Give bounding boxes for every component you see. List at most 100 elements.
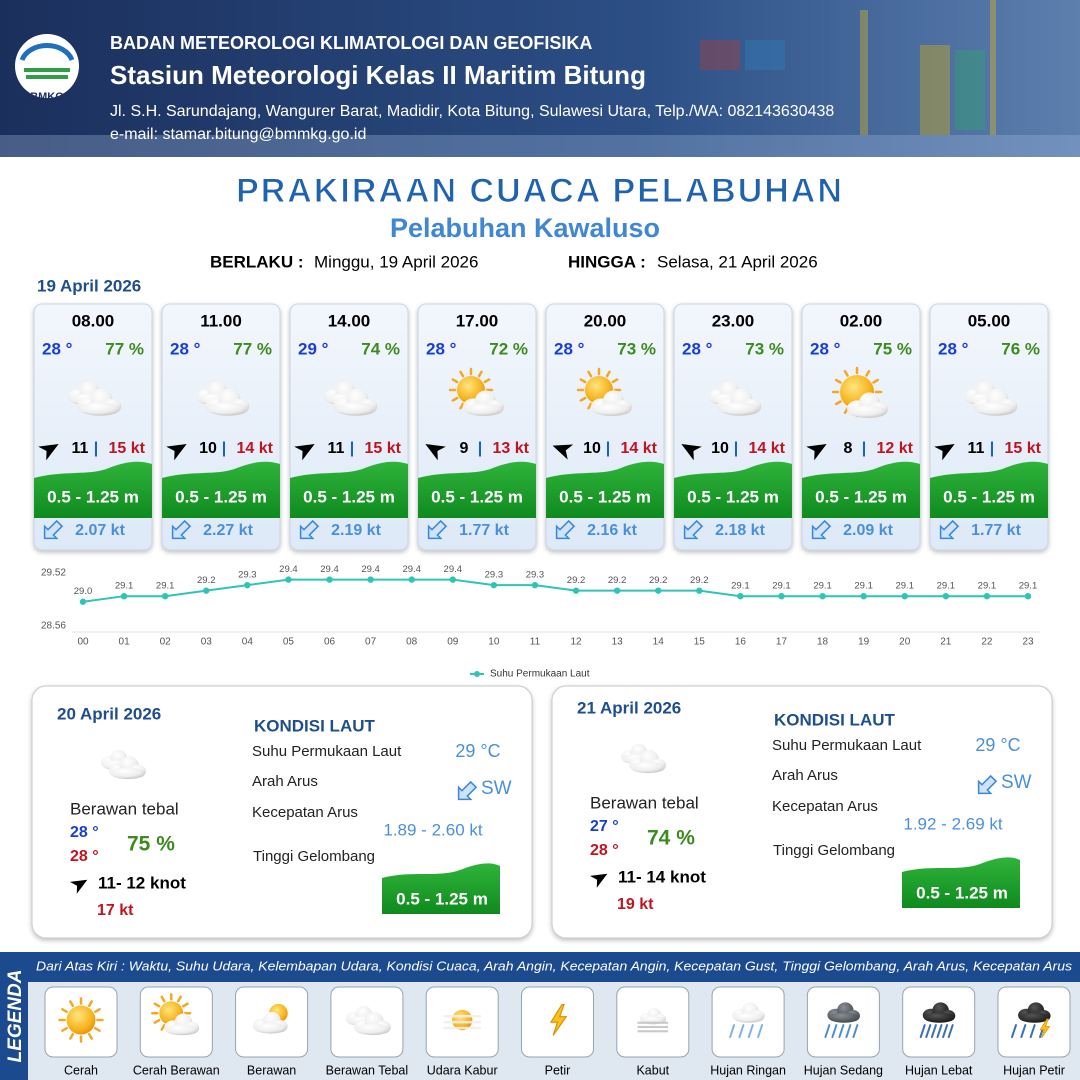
time: 05.00 (968, 311, 1011, 330)
sun-ray (93, 1026, 101, 1032)
sst-point (408, 576, 415, 583)
legend-item: Cerah (44, 986, 118, 1077)
x-tick-label: 10 (488, 637, 500, 648)
data-label: 29.1 (156, 581, 175, 592)
wave-label: Tinggi Gelombang (253, 848, 375, 865)
cloud-part (207, 402, 249, 416)
data-label: 29.4 (279, 564, 298, 575)
time: 20.00 (584, 311, 627, 330)
wave-shape (674, 461, 792, 518)
sun-disc (452, 1009, 473, 1031)
wave-shape (546, 461, 664, 518)
current-speed: 2.09 kt (843, 522, 893, 539)
legend-description: Dari Atas Kiri : Waktu, Suhu Udara, Kele… (36, 958, 1073, 973)
current-speed: 1.77 kt (459, 522, 509, 539)
legend-label: Hujan Lebat (905, 1063, 973, 1077)
rain-drop (919, 1024, 926, 1039)
rain-drop (852, 1024, 859, 1039)
cloud-part (924, 1012, 955, 1023)
cloud (164, 1013, 200, 1036)
temp-min: 27 ° (590, 818, 619, 835)
current-direction (811, 519, 832, 540)
wave-shape (162, 461, 280, 518)
data-label: 29.1 (854, 581, 873, 592)
address: Jl. S.H. Sarundajang, Wangurer Barat, Ma… (110, 103, 834, 120)
air-temperature: 28 ° (682, 339, 713, 358)
gust: 15 kt (1005, 440, 1042, 457)
sst-point (79, 598, 87, 605)
wind-direction (166, 444, 187, 461)
logo-text: BMKG (30, 91, 64, 103)
legend-item: Berawan Tebal (326, 986, 408, 1077)
condition: Berawan tebal (70, 799, 179, 818)
air-temperature: 28 ° (938, 339, 969, 358)
humidity: 73 % (745, 339, 784, 358)
wave-height: 0.5 - 1.25 m (815, 487, 907, 506)
today-date: 19 April 2026 (37, 276, 141, 295)
title: PRAKIRAAN CUACA PELABUHAN (236, 172, 844, 210)
sun-ray (459, 370, 465, 378)
current-direction (171, 519, 192, 540)
data-label: 29.4 (444, 564, 463, 575)
time: 23.00 (712, 311, 755, 330)
air-temperature: 28 ° (426, 339, 457, 358)
current-speed: 1.92 - 2.69 kt (903, 814, 1003, 833)
air-temperature: 28 ° (42, 339, 73, 358)
cloud (77, 388, 122, 416)
wind-direction (934, 444, 955, 461)
forecast-card: 20.00 28 ° 73 % 10 | 14 kt 0.5 - 1.25 m 2.16 kt (545, 303, 665, 551)
sst-point (244, 581, 251, 589)
sea-title: KONDISI LAUT (254, 716, 376, 735)
current-speed: 2.19 kt (331, 522, 381, 539)
sun-ray (61, 1026, 69, 1032)
data-label: 29.1 (772, 581, 791, 592)
data-label: 29.2 (197, 575, 216, 586)
rain-drop (729, 1024, 736, 1039)
sun-ray (87, 1032, 93, 1040)
separator: | (478, 440, 482, 457)
current-direction (683, 519, 704, 540)
wind-direction (589, 873, 608, 888)
humidity: 75 % (873, 339, 912, 358)
air-temperature: 29 ° (298, 339, 329, 358)
sun-ray (477, 370, 483, 378)
sst-point (1024, 592, 1032, 600)
x-tick-label: 11 (530, 637, 541, 648)
wind-direction (38, 444, 59, 461)
wind-speed: 10 (199, 440, 217, 457)
separator: | (94, 440, 98, 457)
humidity: 77 % (105, 339, 144, 358)
rain-drop (925, 1024, 932, 1039)
gust: 14 kt (621, 440, 658, 457)
sst-point (655, 587, 662, 594)
x-tick-label: 06 (324, 637, 336, 648)
forecast-card: 08.00 28 ° 77 % 11 | 15 kt 0.5 - 1.25 m 2.07 kt (33, 303, 153, 551)
rain-drop (930, 1024, 937, 1039)
y-tick-label: 28.56 (41, 621, 66, 632)
air-temperature: 28 ° (554, 339, 585, 358)
sun-ray (605, 370, 611, 378)
sun-ray (872, 378, 880, 384)
haze-band (443, 1014, 481, 1018)
wave-height: 0.5 - 1.25 m (303, 487, 395, 506)
fog-band (637, 1030, 669, 1033)
fog-band (637, 1025, 669, 1029)
separator: | (606, 440, 610, 457)
sst-point (860, 592, 867, 600)
day-date: 21 April 2026 (577, 698, 681, 717)
y-tick-label: 29.52 (41, 568, 66, 579)
wind-direction (294, 444, 315, 461)
sst-point (737, 592, 744, 600)
data-label: 29.2 (690, 575, 709, 586)
sst-point (203, 587, 210, 594)
data-label: 29.4 (402, 564, 421, 575)
wave-shape (382, 863, 500, 914)
legend-label: Suhu Permukaan Laut (490, 669, 590, 680)
data-label: 29.1 (813, 581, 832, 592)
rain-drop (757, 1024, 764, 1039)
data-label: 29.1 (937, 581, 956, 592)
separator: | (862, 440, 866, 457)
legend-items: Cerah Cerah Berawan Berawan Berawan Tebal Ud… (44, 986, 1071, 1077)
day-summary: 21 April 2026 Berawan tebal 27 ° 28 ° 74 % 11… (551, 685, 1053, 939)
